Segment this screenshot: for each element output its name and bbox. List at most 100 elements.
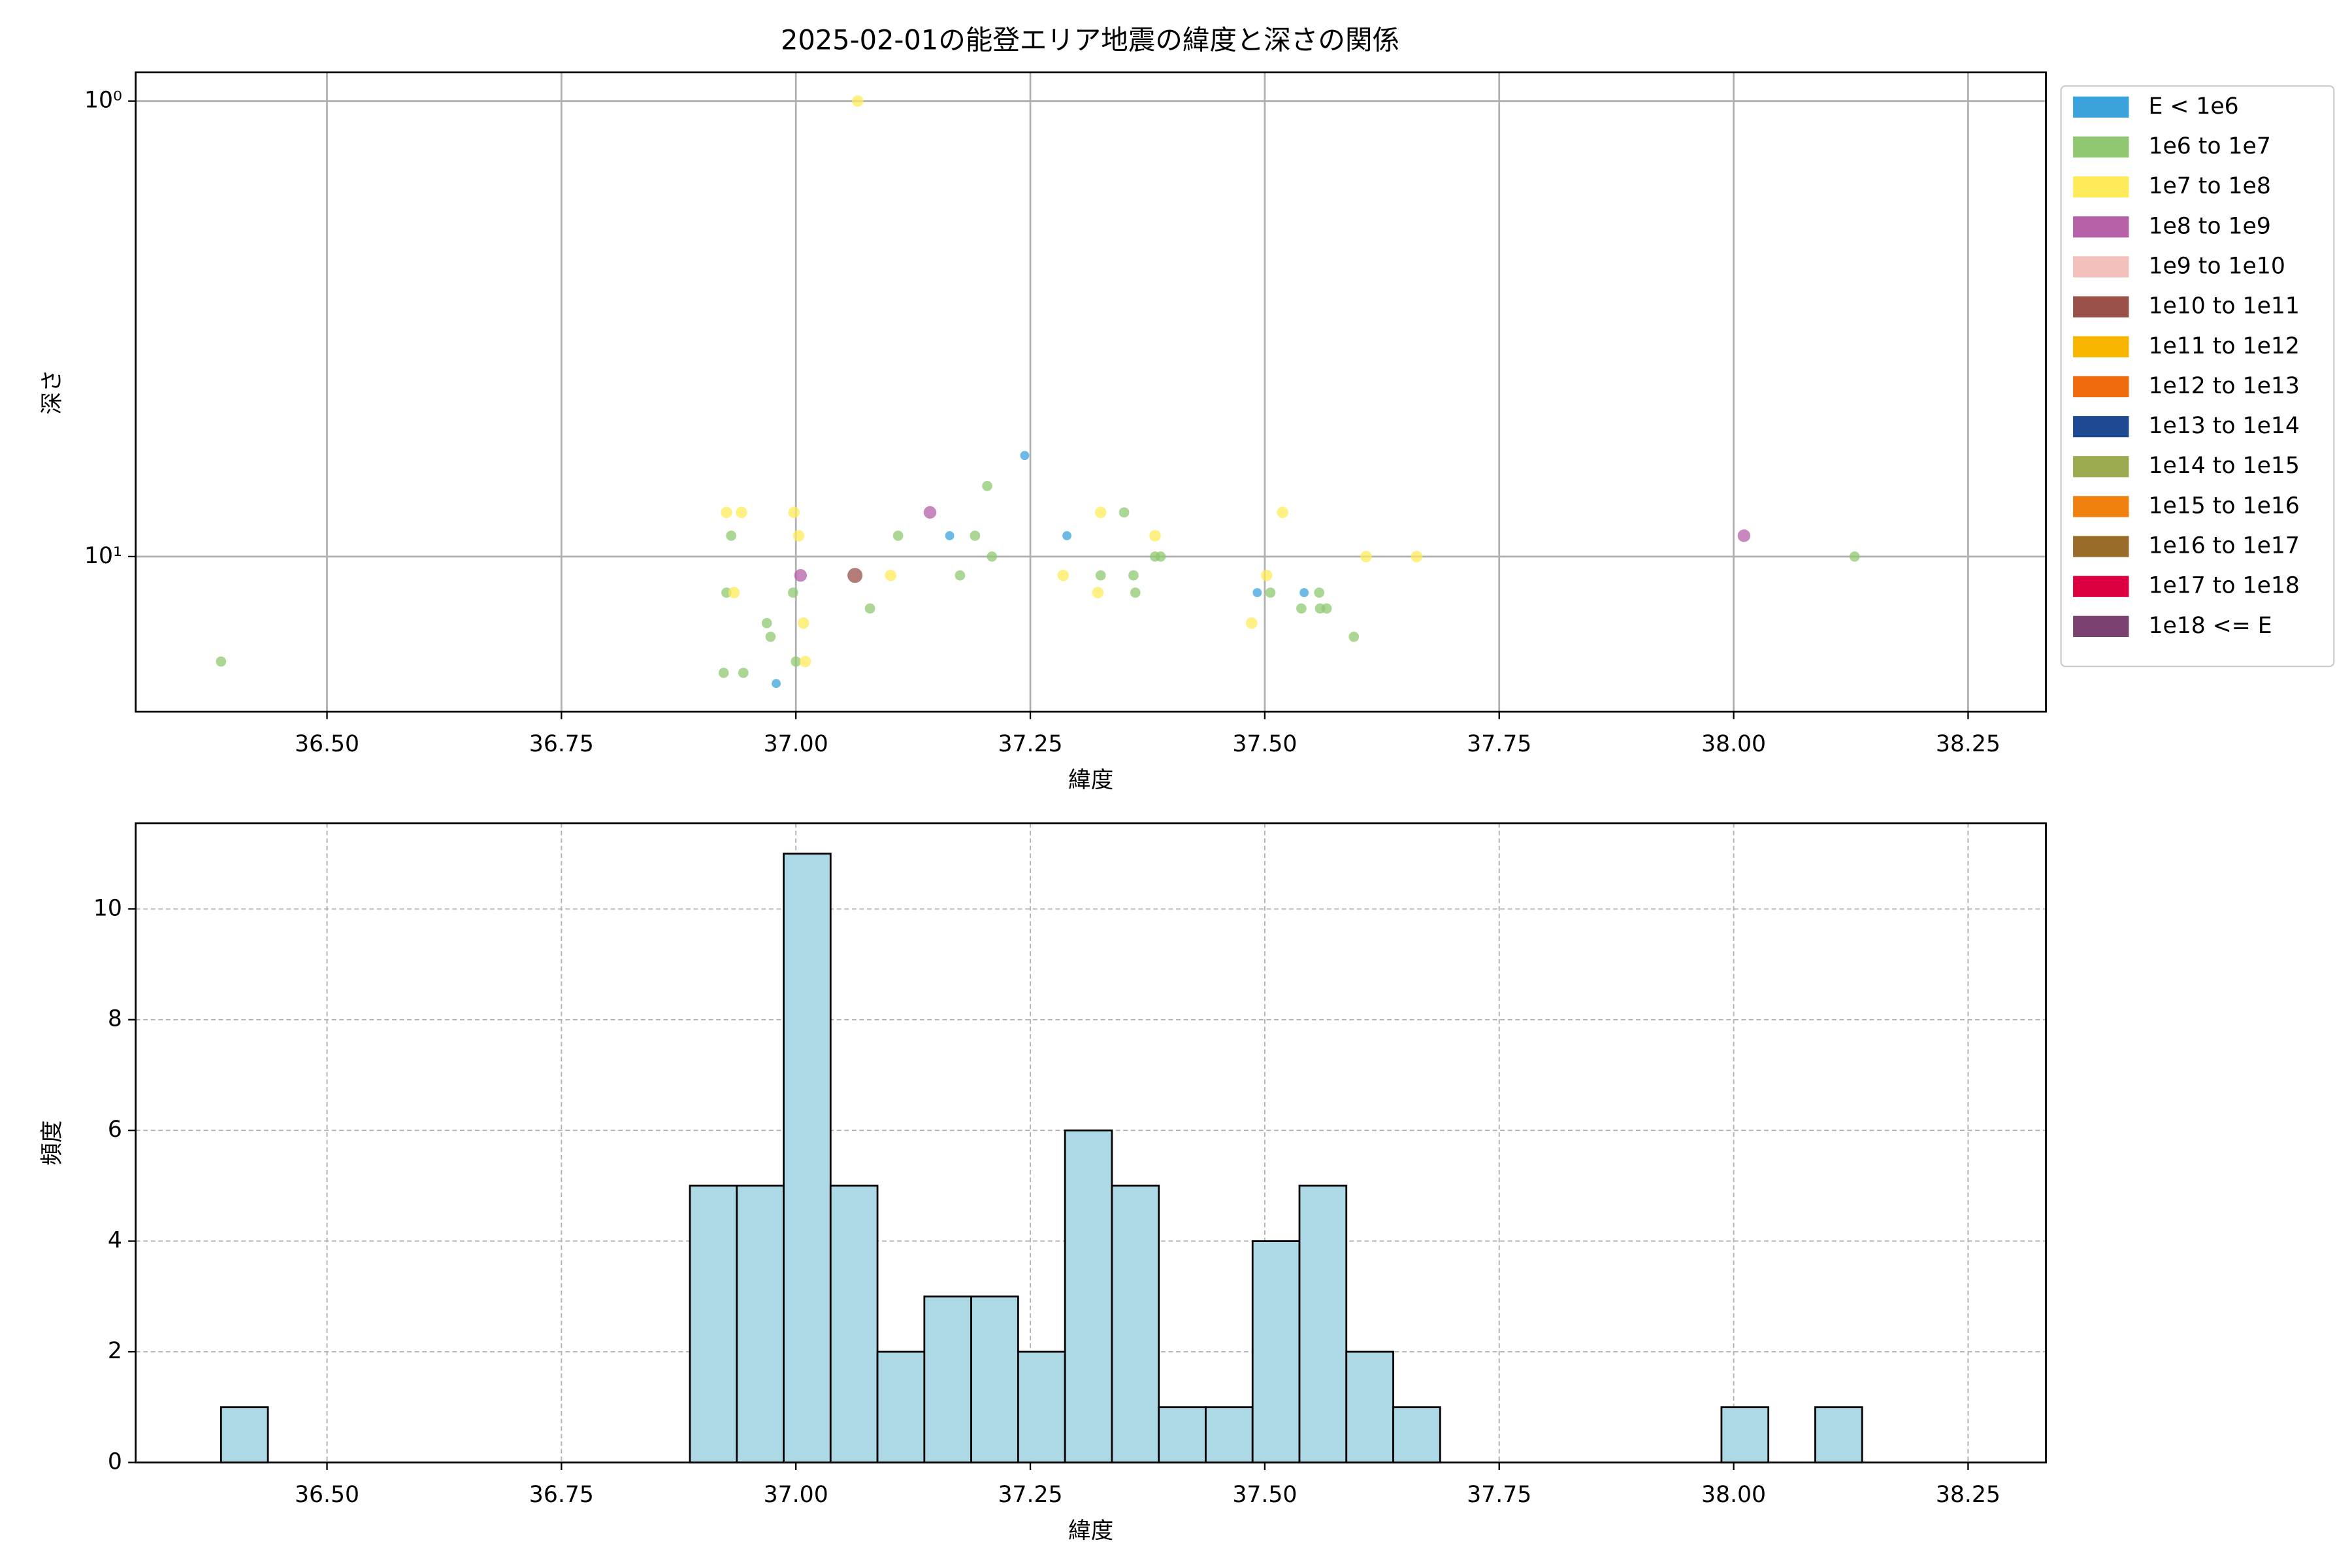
histogram-bar xyxy=(1345,1350,1394,1463)
scatter-point xyxy=(791,656,802,667)
scatter-point xyxy=(726,531,736,541)
legend-swatch xyxy=(2073,216,2129,238)
scatter-point xyxy=(738,668,749,678)
legend-label: 1e18 <= E xyxy=(2148,613,2272,639)
legend-swatch xyxy=(2073,96,2129,118)
legend-label: 1e8 to 1e9 xyxy=(2148,213,2270,239)
scatter-point xyxy=(847,568,863,583)
scatter-point xyxy=(1246,617,1258,629)
scatter-point xyxy=(1252,588,1262,598)
x-tick-label: 37.50 xyxy=(1232,1482,1297,1508)
legend-label: 1e15 to 1e16 xyxy=(2148,493,2299,519)
chart-title: 2025-02-01の能登エリア地震の緯度と深さの関係 xyxy=(781,24,1399,56)
scatter-point xyxy=(1095,570,1106,581)
y-tick-label: 2 xyxy=(108,1338,122,1364)
scatter-point xyxy=(1119,507,1130,518)
histogram-bar xyxy=(1251,1240,1301,1463)
legend-label: 1e7 to 1e8 xyxy=(2148,173,2270,199)
legend-swatch xyxy=(2073,456,2129,478)
scatter-point xyxy=(718,668,729,678)
legend-label: 1e9 to 1e10 xyxy=(2148,253,2285,279)
histogram-bar xyxy=(1720,1406,1770,1463)
y-tick-label: 10¹ xyxy=(84,543,122,569)
legend-label: 1e11 to 1e12 xyxy=(2148,333,2299,359)
scatter-point xyxy=(1265,587,1276,598)
scatter-point xyxy=(1092,587,1104,598)
scatter-point xyxy=(761,617,772,629)
scatter-point xyxy=(788,506,800,519)
scatter-point xyxy=(970,531,981,541)
histogram-bar xyxy=(970,1295,1019,1463)
y-tick-label: 6 xyxy=(108,1117,122,1143)
x-tick-label: 36.75 xyxy=(529,1482,594,1508)
scatter-point xyxy=(765,631,776,642)
scatter-point xyxy=(885,569,896,581)
scatter-point xyxy=(736,506,747,519)
legend-frame xyxy=(2060,85,2335,668)
histogram-bar xyxy=(1392,1406,1441,1463)
scatter-point xyxy=(955,570,966,581)
scatter-point xyxy=(728,587,740,598)
legend-swatch xyxy=(2073,336,2129,357)
x-tick-label: 38.00 xyxy=(1701,731,1766,757)
scatter-point xyxy=(1094,506,1107,519)
y-tick-label: 10⁰ xyxy=(84,88,122,114)
scatter-point xyxy=(1260,569,1273,581)
x-tick-label: 36.50 xyxy=(295,731,359,757)
scatter-point xyxy=(1020,451,1030,461)
histogram-bar xyxy=(923,1295,972,1463)
histogram-bar xyxy=(829,1184,879,1463)
histogram-bar xyxy=(1111,1184,1160,1463)
legend-swatch xyxy=(2073,376,2129,398)
scatter-point xyxy=(945,531,955,540)
scatter-point xyxy=(864,603,875,614)
scatter-point xyxy=(1321,603,1332,614)
legend-swatch xyxy=(2073,416,2129,438)
scatter-point xyxy=(1128,570,1139,581)
x-tick-label: 37.50 xyxy=(1232,731,1297,757)
y-tick-label: 8 xyxy=(108,1006,122,1032)
histogram-bar xyxy=(689,1184,738,1463)
scatter-point xyxy=(1360,551,1372,563)
x-axis-label: 緯度 xyxy=(1068,1518,1113,1544)
legend-label: 1e12 to 1e13 xyxy=(2148,373,2299,399)
plot-frame xyxy=(135,71,2047,713)
legend-label: 1e6 to 1e7 xyxy=(2148,133,2270,159)
histogram-bar xyxy=(736,1184,785,1463)
x-tick-label: 36.50 xyxy=(295,1482,359,1508)
scatter-point xyxy=(1299,588,1309,598)
scatter-point xyxy=(1296,603,1307,614)
histogram-bar xyxy=(1205,1406,1254,1463)
scatter-point xyxy=(797,617,809,629)
plot-frame xyxy=(135,822,2047,1463)
x-tick-label: 37.75 xyxy=(1467,1482,1531,1508)
histogram-bar xyxy=(1298,1184,1348,1463)
x-tick-label: 37.75 xyxy=(1467,731,1531,757)
x-tick-label: 37.00 xyxy=(764,731,828,757)
histogram-bar xyxy=(1064,1129,1113,1463)
scatter-point xyxy=(772,679,781,689)
legend-label: 1e13 to 1e14 xyxy=(2148,413,2299,439)
scatter-point xyxy=(721,506,732,519)
scatter-point xyxy=(852,95,864,107)
histogram-bar xyxy=(1814,1406,1863,1463)
x-tick-label: 38.25 xyxy=(1936,1482,2001,1508)
legend-swatch xyxy=(2073,176,2129,198)
histogram-bar xyxy=(1017,1350,1066,1463)
x-tick-label: 38.00 xyxy=(1701,1482,1766,1508)
legend-swatch xyxy=(2073,615,2129,637)
scatter-point xyxy=(1411,551,1423,563)
scatter-point xyxy=(1155,551,1166,562)
scatter-point xyxy=(923,506,937,519)
legend-label: 1e16 to 1e17 xyxy=(2148,533,2299,559)
scatter-point xyxy=(1130,587,1141,598)
legend-label: 1e10 to 1e11 xyxy=(2148,293,2299,319)
legend-swatch xyxy=(2073,296,2129,318)
scatter-point xyxy=(982,481,992,491)
scatter-point xyxy=(1737,529,1751,542)
legend-swatch xyxy=(2073,496,2129,517)
scatter-point xyxy=(1057,569,1070,581)
